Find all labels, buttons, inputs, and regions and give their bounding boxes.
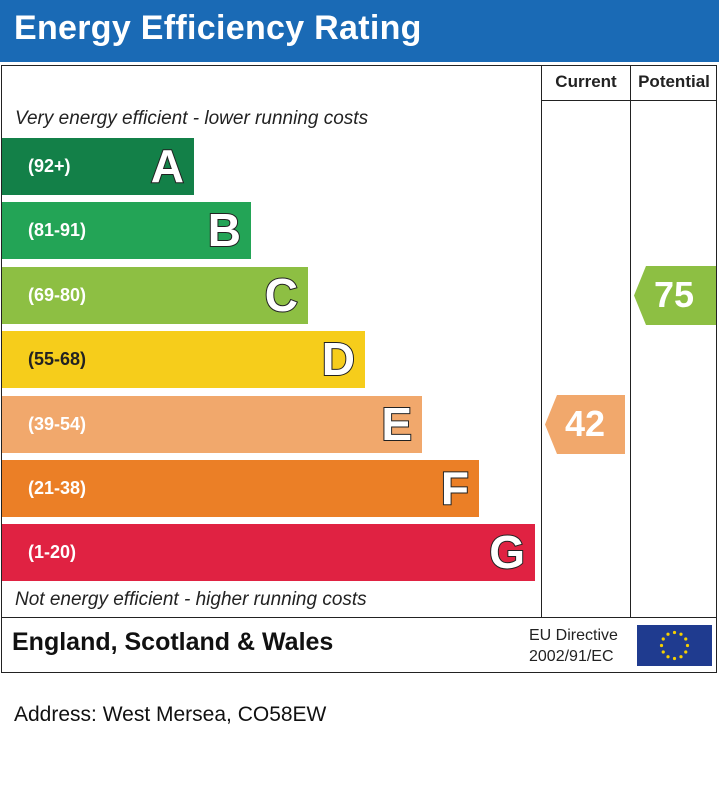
current-column-divider <box>541 65 542 618</box>
page-title: Energy Efficiency Rating <box>14 9 422 47</box>
header-divider <box>541 100 717 101</box>
band-letter: B <box>207 203 242 257</box>
current-rating-arrow-value: 42 <box>565 403 606 444</box>
eu-star <box>679 655 683 659</box>
region-label: England, Scotland & Wales <box>12 628 334 656</box>
potential-column-header: Potential <box>638 72 710 91</box>
eu-star <box>661 650 665 654</box>
eu-directive-label: EU Directive <box>529 627 618 644</box>
top-caption: Very energy efficient - lower running co… <box>15 108 369 129</box>
band-g: (1-20) G <box>2 524 535 581</box>
eu-star <box>661 637 665 641</box>
band-letter: E <box>380 397 413 451</box>
potential-column-divider <box>630 65 631 618</box>
eu-star <box>666 655 670 659</box>
eu-star <box>666 632 670 636</box>
band-letter: F <box>440 461 470 515</box>
eu-star <box>672 630 677 635</box>
band-range-label: (69-80) <box>28 285 87 305</box>
band-b: (81-91) B <box>2 202 251 259</box>
eu-directive-number: 2002/91/EC <box>529 648 614 665</box>
rating-frame <box>1 65 717 673</box>
current-rating-arrow: 42 <box>545 395 625 454</box>
eu-star <box>684 650 688 654</box>
eu-star <box>679 632 683 636</box>
band-range-label: (81-91) <box>28 220 87 240</box>
band-range-label: (1-20) <box>28 542 77 562</box>
band-range-label: (21-38) <box>28 478 87 498</box>
band-letter: C <box>264 268 299 322</box>
band-range-label: (55-68) <box>28 349 87 369</box>
title-bar: Energy Efficiency Rating <box>0 0 719 62</box>
current-column-header: Current <box>555 72 617 91</box>
band-e: (39-54) E <box>2 396 422 453</box>
band-letter: A <box>150 139 185 193</box>
eu-star <box>685 643 690 648</box>
band-range-label: (39-54) <box>28 414 87 434</box>
bottom-caption: Not energy efficient - higher running co… <box>15 589 367 610</box>
eu-star <box>659 643 664 648</box>
eu-flag-icon <box>637 625 712 666</box>
band-letter: D <box>321 332 356 386</box>
band-letter: G <box>488 525 526 579</box>
band-range-label: (92+) <box>28 156 71 176</box>
footer-divider <box>1 617 717 618</box>
eu-star <box>672 656 677 661</box>
potential-rating-arrow-value: 75 <box>654 274 695 315</box>
band-d: (55-68) D <box>2 331 365 388</box>
address: Address: West Mersea, CO58EW <box>14 703 327 726</box>
eu-star <box>684 637 688 641</box>
band-f: (21-38) F <box>2 460 479 517</box>
band-c: (69-80) C <box>2 267 308 324</box>
potential-rating-arrow: 75 <box>634 266 716 325</box>
band-a: (92+) A <box>2 138 194 195</box>
